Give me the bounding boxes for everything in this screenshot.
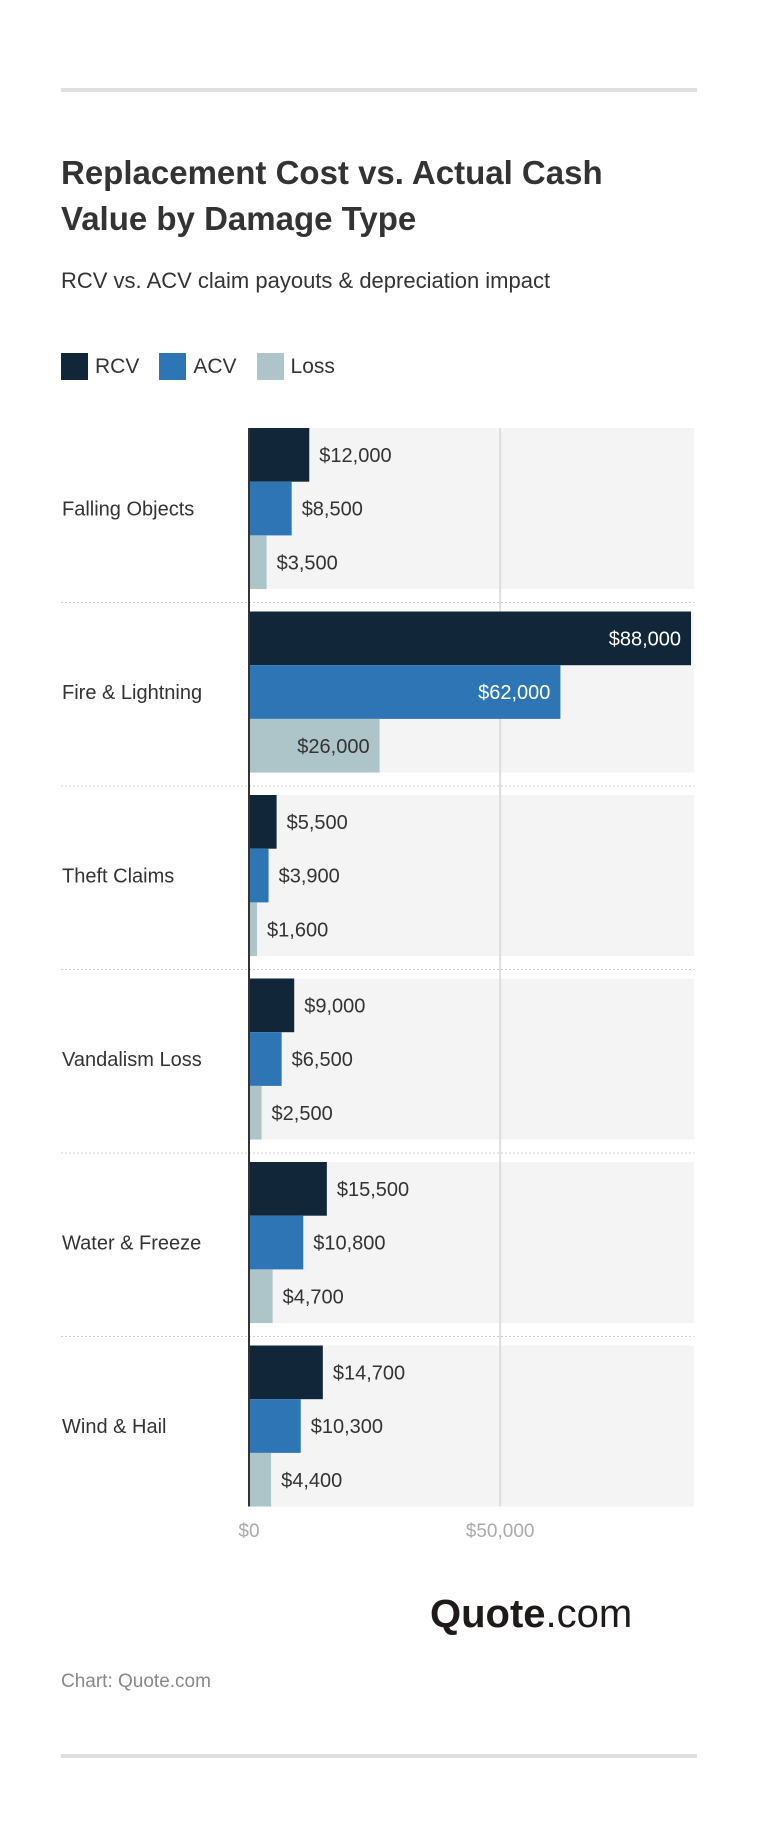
data-label: $12,000 [319,445,391,467]
category-label: Fire & Lightning [62,682,202,704]
category-label: Theft Claims [62,866,174,888]
data-label: $3,900 [279,866,340,888]
category-band [249,978,694,1140]
legend-swatch [256,353,284,380]
legend: RCV ACV Loss [61,353,335,380]
legend-item-rcv: RCV [61,353,139,380]
legend-swatch [61,353,88,380]
bar-acv [249,1399,301,1453]
legend-label: ACV [193,354,237,378]
chart-title: Replacement Cost vs. Actual Cash Value b… [61,154,603,237]
data-label: $4,400 [281,1470,342,1492]
bar-loss [249,718,380,773]
legend-item-acv: ACV [159,353,237,380]
bar-loss [249,1452,272,1507]
data-label: $5,500 [287,812,348,834]
data-label: $1,600 [267,919,328,941]
category-label: Water & Freeze [62,1233,201,1255]
data-label: $3,500 [277,552,338,574]
bottom-divider [61,1754,697,1758]
data-label: $9,000 [304,995,365,1017]
data-label: $10,300 [311,1416,383,1438]
x-tick-label: $50,000 [466,1521,535,1542]
bar-rcv [249,428,310,482]
data-label: $15,500 [337,1179,409,1201]
bar-rcv [249,611,691,666]
bar-loss [249,1085,262,1140]
data-label: $88,000 [609,628,681,650]
bar-loss [249,1269,273,1324]
category-band [249,795,694,956]
x-tick-label: $0 [238,1521,259,1542]
bar-acv [249,848,269,903]
top-divider [61,88,697,92]
bar-acv [249,1032,282,1086]
bar-rcv [249,1162,327,1216]
quote-logo: Quote.com [430,1592,632,1637]
data-label: $2,500 [272,1103,333,1125]
legend-item-loss: Loss [256,353,335,380]
category-label: Falling Objects [62,499,194,521]
data-label: $10,800 [313,1233,385,1255]
chart-subtitle: RCV vs. ACV claim payouts & depreciation… [61,268,551,293]
bar-acv [249,1215,304,1270]
data-label: $62,000 [478,682,550,704]
data-label: $14,700 [333,1362,405,1384]
data-label: $6,500 [292,1049,353,1071]
data-label: $26,000 [297,736,369,758]
chart-source: Chart: Quote.com [61,1671,211,1692]
bar-acv [249,481,292,536]
legend-label: Loss [290,354,335,378]
logo-bold: Quote [430,1592,546,1636]
bar-rcv [249,795,277,849]
bar-rcv [249,1345,323,1400]
bar-chart: $0 $50,000 Falling Objects $12,000 $8,500 $3,… [61,428,694,1542]
category-label: Vandalism Loss [62,1049,202,1071]
bar-rcv [249,978,295,1033]
data-label: $4,700 [283,1286,344,1308]
category-band [249,1345,694,1507]
bar-loss [249,902,258,957]
logo-rest: .com [545,1592,633,1636]
bar-loss [249,535,267,590]
legend-label: RCV [95,354,140,378]
category-band [249,428,694,589]
data-label: $8,500 [302,499,363,521]
legend-swatch [159,353,187,380]
bar-acv [249,665,561,719]
category-label: Wind & Hail [62,1416,166,1438]
